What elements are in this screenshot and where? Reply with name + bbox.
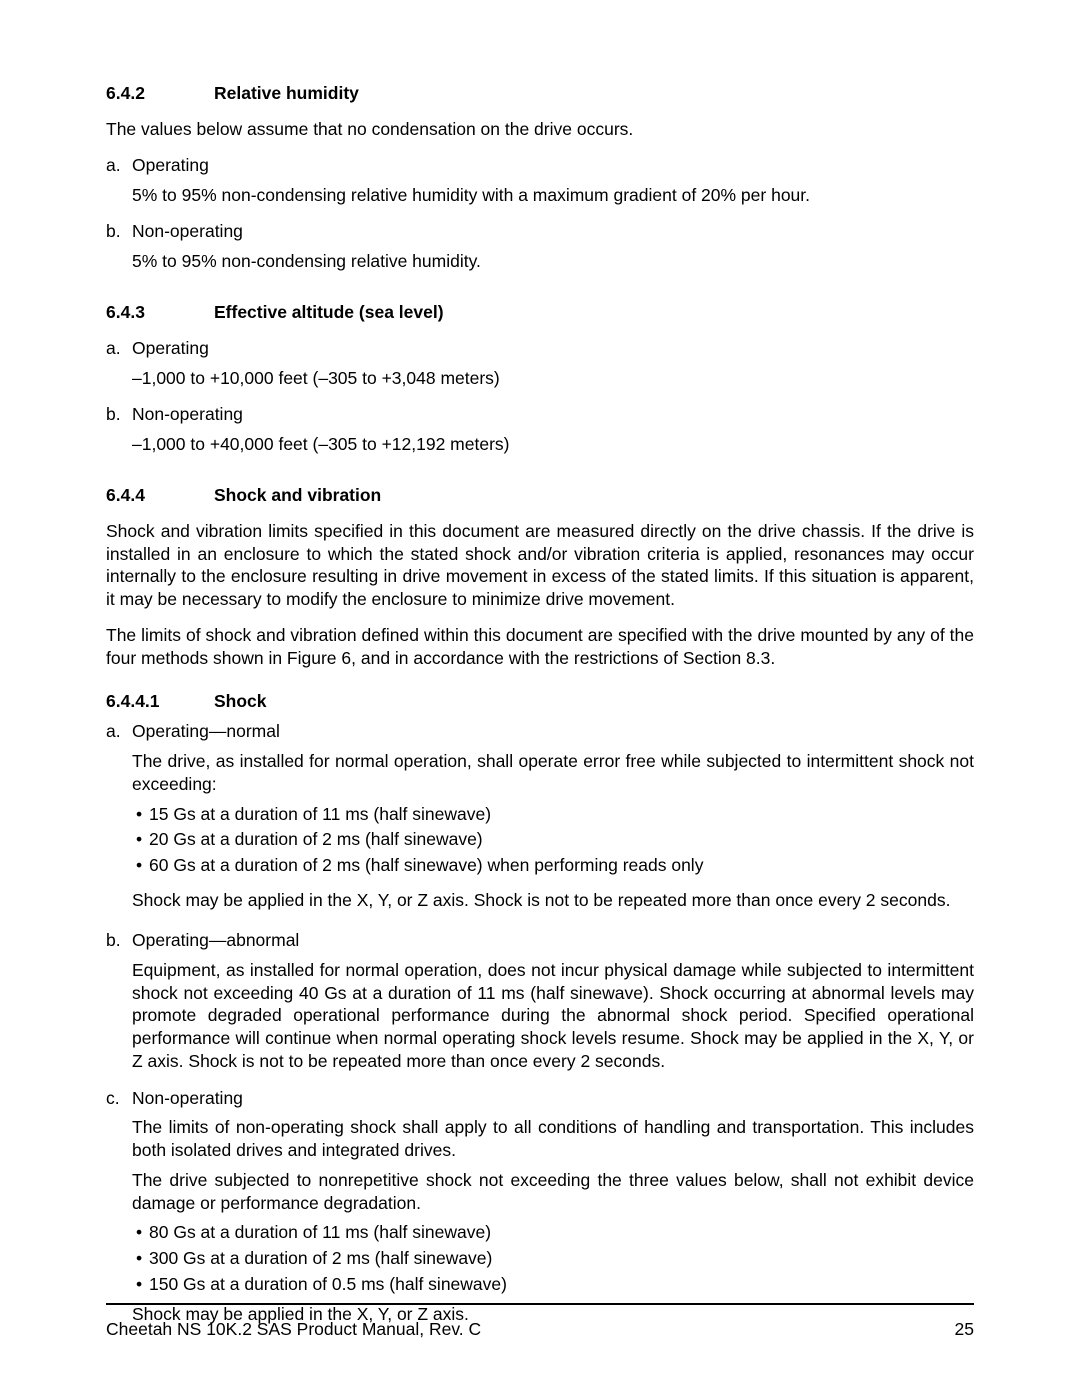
heading-6441: 6.4.4.1Shock [106,691,974,712]
heading-643: 6.4.3Effective altitude (sea level) [106,302,974,323]
list-item-title: Operating [132,154,974,177]
bullet-text: 80 Gs at a duration of 11 ms (half sinew… [149,1221,491,1245]
list-item-detail: 5% to 95% non-condensing relative humidi… [132,250,974,273]
bullet-marker: • [132,828,149,852]
bullet-marker: • [132,1247,149,1271]
list-body: Operating—abnormal Equipment, as install… [132,929,974,1080]
page-footer: Cheetah NS 10K.2 SAS Product Manual, Rev… [106,1303,974,1340]
list-marker: b. [106,929,132,1080]
body-para: The limits of shock and vibration define… [106,624,974,670]
heading-title: Effective altitude (sea level) [214,302,444,322]
bullet-marker: • [132,1221,149,1245]
list-item-detail: –1,000 to +10,000 feet (–305 to +3,048 m… [132,367,974,390]
bullet-item: •15 Gs at a duration of 11 ms (half sine… [132,803,974,827]
list-item-detail: –1,000 to +40,000 feet (–305 to +12,192 … [132,433,974,456]
list-643: a. Operating –1,000 to +10,000 feet (–30… [106,337,974,463]
bullet-marker: • [132,854,149,878]
heading-number: 6.4.2 [106,83,214,104]
footer-title: Cheetah NS 10K.2 SAS Product Manual, Rev… [106,1319,481,1340]
list-642: a. Operating 5% to 95% non-condensing re… [106,154,974,280]
section-644: 6.4.4Shock and vibration Shock and vibra… [106,485,974,670]
heading-644: 6.4.4Shock and vibration [106,485,974,506]
bullet-marker: • [132,803,149,827]
list-item-detail: Equipment, as installed for normal opera… [132,959,974,1073]
section-6441: 6.4.4.1Shock a. Operating—normal The dri… [106,691,974,1333]
list-6441: a. Operating—normal The drive, as instal… [106,720,974,1333]
bullet-item: •300 Gs at a duration of 2 ms (half sine… [132,1247,974,1271]
list-item-title: Non-operating [132,403,974,426]
heading-title: Relative humidity [214,83,359,103]
page-content: 6.4.2Relative humidity The values below … [0,0,1080,1333]
list-item: a. Operating—normal The drive, as instal… [106,720,974,922]
list-marker: a. [106,720,132,922]
heading-number: 6.4.4 [106,485,214,506]
bullet-list: •80 Gs at a duration of 11 ms (half sine… [132,1221,974,1296]
body-para: Shock and vibration limits specified in … [106,520,974,611]
list-body: Operating –1,000 to +10,000 feet (–305 t… [132,337,974,397]
bullet-text: 60 Gs at a duration of 2 ms (half sinewa… [149,854,703,878]
bullet-item: •60 Gs at a duration of 2 ms (half sinew… [132,854,974,878]
list-item: b. Non-operating 5% to 95% non-condensin… [106,220,974,280]
list-item-after: Shock may be applied in the X, Y, or Z a… [132,889,974,912]
list-item: a. Operating –1,000 to +10,000 feet (–30… [106,337,974,397]
list-item: b. Non-operating –1,000 to +40,000 feet … [106,403,974,463]
heading-number: 6.4.3 [106,302,214,323]
list-marker: b. [106,220,132,280]
list-marker: a. [106,337,132,397]
list-item-title: Non-operating [132,1087,974,1110]
list-body: Non-operating –1,000 to +40,000 feet (–3… [132,403,974,463]
list-item-title: Non-operating [132,220,974,243]
list-marker: c. [106,1087,132,1333]
bullet-list: •15 Gs at a duration of 11 ms (half sine… [132,803,974,878]
bullet-text: 15 Gs at a duration of 11 ms (half sinew… [149,803,491,827]
list-item-detail: The drive, as installed for normal opera… [132,750,974,796]
bullet-text: 300 Gs at a duration of 2 ms (half sinew… [149,1247,492,1271]
list-body: Operating 5% to 95% non-condensing relat… [132,154,974,214]
intro-para: The values below assume that no condensa… [106,118,974,141]
heading-title: Shock and vibration [214,485,381,505]
bullet-text: 20 Gs at a duration of 2 ms (half sinewa… [149,828,483,852]
list-body: Non-operating The limits of non-operatin… [132,1087,974,1333]
list-marker: b. [106,403,132,463]
list-item: a. Operating 5% to 95% non-condensing re… [106,154,974,214]
bullet-text: 150 Gs at a duration of 0.5 ms (half sin… [149,1273,507,1297]
list-item-title: Operating [132,337,974,360]
list-item-detail: 5% to 95% non-condensing relative humidi… [132,184,974,207]
section-643: 6.4.3Effective altitude (sea level) a. O… [106,302,974,463]
bullet-marker: • [132,1273,149,1297]
heading-642: 6.4.2Relative humidity [106,83,974,104]
page-number: 25 [955,1319,974,1340]
heading-number: 6.4.4.1 [106,691,214,712]
list-body: Non-operating 5% to 95% non-condensing r… [132,220,974,280]
heading-title: Shock [214,691,267,711]
list-body: Operating—normal The drive, as installed… [132,720,974,922]
list-marker: a. [106,154,132,214]
list-item: b. Operating—abnormal Equipment, as inst… [106,929,974,1080]
bullet-item: •150 Gs at a duration of 0.5 ms (half si… [132,1273,974,1297]
list-item-title: Operating—normal [132,720,974,743]
section-642: 6.4.2Relative humidity The values below … [106,83,974,280]
list-item-title: Operating—abnormal [132,929,974,952]
list-item: c. Non-operating The limits of non-opera… [106,1087,974,1333]
bullet-item: •20 Gs at a duration of 2 ms (half sinew… [132,828,974,852]
list-item-detail: The limits of non-operating shock shall … [132,1116,974,1162]
bullet-item: •80 Gs at a duration of 11 ms (half sine… [132,1221,974,1245]
list-item-detail: The drive subjected to nonrepetitive sho… [132,1169,974,1215]
